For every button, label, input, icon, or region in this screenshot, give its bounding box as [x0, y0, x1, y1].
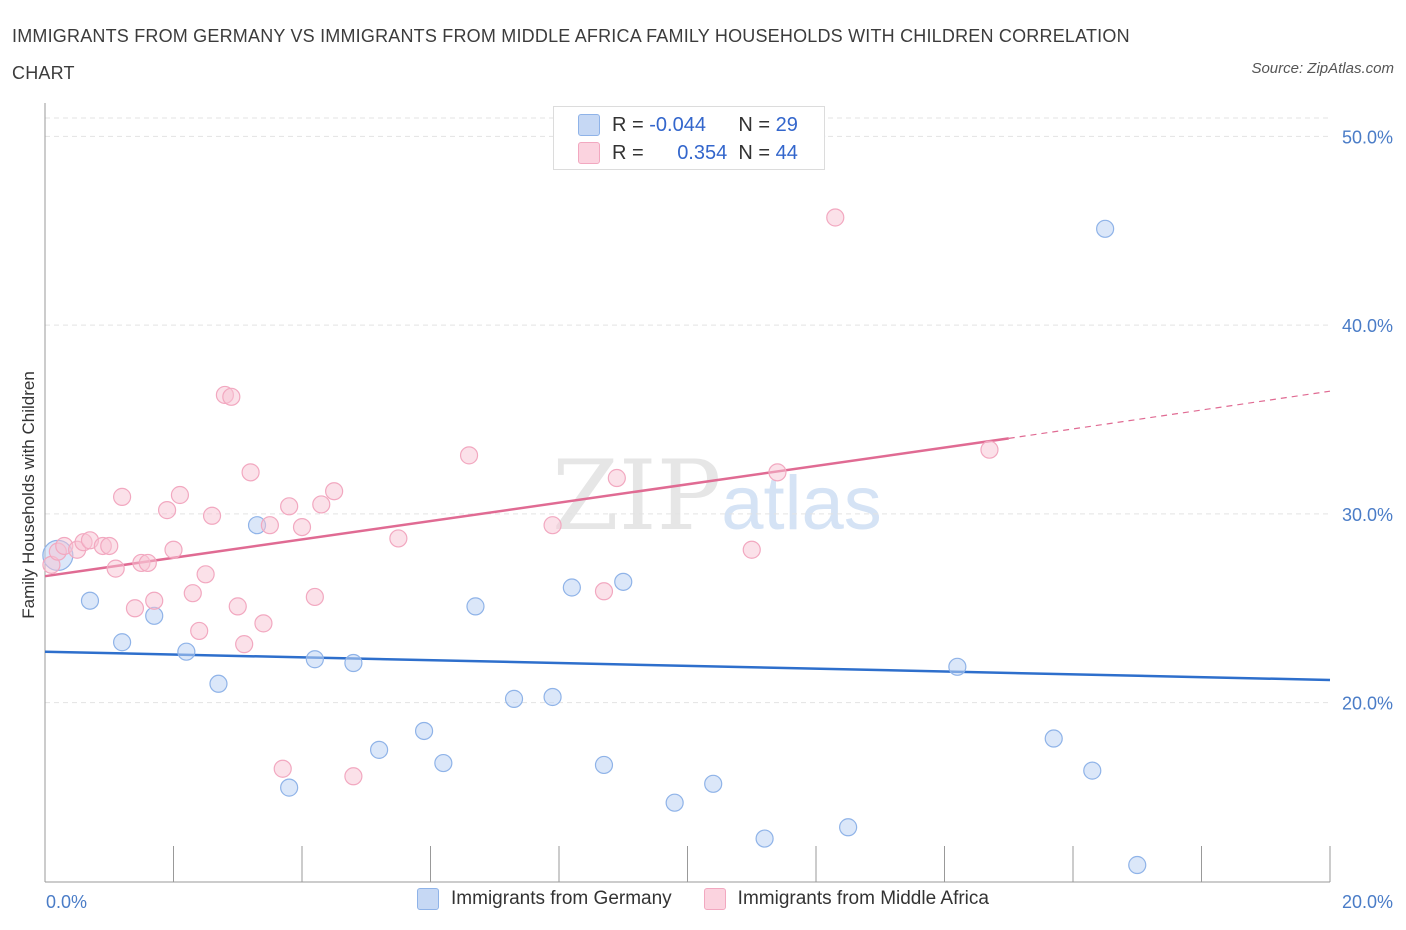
y-tick-label: 30.0%	[1342, 505, 1393, 525]
axes	[44, 103, 1331, 883]
point-middle-africa	[190, 621, 209, 641]
legend-label-middle-africa: Immigrants from Middle Africa	[737, 888, 989, 909]
point-middle-africa	[196, 565, 215, 584]
legend-n-value: 44	[775, 141, 798, 164]
point-germany	[1128, 855, 1147, 875]
legend-n-label: N =	[738, 113, 771, 136]
point-middle-africa	[106, 559, 125, 578]
point-middle-africa	[312, 495, 331, 514]
chart-title: IMMIGRANTS FROM GERMANY VS IMMIGRANTS FR…	[12, 26, 1130, 83]
point-middle-africa	[260, 516, 279, 535]
point-middle-africa	[183, 584, 202, 603]
point-germany	[414, 721, 434, 741]
point-germany	[755, 829, 774, 848]
legend-row-germany: R = -0.044 N = 29	[578, 113, 798, 137]
point-middle-africa	[389, 529, 408, 548]
point-middle-africa	[826, 208, 845, 227]
point-middle-africa	[607, 468, 626, 488]
point-germany	[177, 642, 196, 661]
legend-swatch-germany	[417, 888, 440, 910]
legend-r-value: -0.044	[649, 113, 706, 136]
tick-labels: 20.0% 30.0% 40.0% 50.0% 0.0% 20.0%	[46, 127, 1393, 912]
point-middle-africa	[235, 635, 254, 654]
point-middle-africa	[459, 446, 479, 465]
y-tick-label: 50.0%	[1342, 127, 1393, 147]
legend-n-value: 29	[775, 113, 798, 136]
point-germany	[543, 687, 562, 707]
trend-lines	[44, 390, 1331, 682]
point-middle-africa	[112, 487, 132, 506]
data-points	[42, 127, 1147, 875]
point-germany	[466, 597, 485, 616]
point-germany	[1083, 761, 1102, 780]
legend-item-middle-africa: Immigrants from Middle Africa	[703, 888, 989, 910]
legend-item-germany: Immigrants from Germany	[417, 888, 672, 910]
point-middle-africa	[273, 759, 292, 778]
point-middle-africa	[202, 506, 222, 525]
point-germany	[80, 591, 100, 610]
point-germany	[948, 657, 967, 676]
legend-r-value: 0.354	[677, 141, 728, 164]
series-legend: Immigrants from Germany Immigrants from …	[0, 888, 1406, 910]
point-middle-africa	[980, 440, 999, 459]
point-middle-africa	[138, 553, 157, 573]
y-tick-label: 40.0%	[1342, 316, 1393, 336]
point-middle-africa	[157, 501, 177, 520]
point-middle-africa	[594, 582, 614, 601]
legend-swatch-middle-africa	[703, 888, 726, 910]
point-germany	[614, 572, 633, 591]
point-middle-africa	[292, 517, 312, 537]
x-tick-label: 0.0%	[46, 892, 87, 912]
stats-legend: R = -0.044 N = 29 R = 0.354 N = 44	[553, 106, 825, 170]
point-germany	[209, 674, 228, 693]
point-middle-africa	[325, 482, 344, 501]
x-tick-label: 20.0%	[1342, 892, 1393, 912]
trend-line-0	[44, 650, 1331, 682]
point-middle-africa	[543, 516, 562, 535]
legend-r-label: R =	[612, 113, 644, 136]
watermark: ZIPatlas	[552, 440, 882, 552]
watermark-zip: ZIP	[552, 440, 722, 552]
point-germany	[145, 606, 164, 625]
point-germany	[344, 653, 363, 673]
point-germany	[112, 633, 132, 652]
point-germany	[434, 753, 453, 773]
point-germany	[562, 578, 581, 597]
point-middle-africa	[768, 463, 787, 482]
point-germany	[305, 650, 324, 669]
trend-line-dashed-1	[1008, 390, 1331, 439]
point-germany	[504, 689, 524, 708]
point-middle-africa	[222, 387, 241, 406]
point-germany	[704, 774, 723, 793]
point-germany	[839, 818, 858, 837]
point-middle-africa	[145, 591, 164, 610]
point-germany	[370, 740, 389, 759]
point-middle-africa	[170, 485, 190, 505]
point-middle-africa	[125, 599, 145, 618]
legend-label-germany: Immigrants from Germany	[451, 888, 672, 909]
point-middle-africa	[254, 614, 273, 633]
point-germany	[280, 778, 299, 797]
legend-r-label: R =	[612, 141, 644, 164]
point-middle-africa	[280, 497, 299, 516]
legend-swatch-germany	[578, 114, 600, 136]
legend-swatch-middle-africa	[578, 142, 600, 164]
y-tick-label: 20.0%	[1342, 694, 1393, 714]
point-middle-africa	[228, 597, 247, 616]
point-middle-africa	[742, 540, 761, 559]
point-germany	[1096, 219, 1115, 238]
legend-n-label: N =	[738, 141, 771, 164]
chart-source: Source: ZipAtlas.com	[1251, 60, 1394, 77]
point-middle-africa	[164, 540, 183, 559]
point-germany	[594, 755, 614, 775]
point-middle-africa	[241, 463, 260, 482]
y-axis-label: Family Households with Children	[19, 371, 38, 619]
point-middle-africa	[305, 587, 324, 607]
point-middle-africa	[100, 536, 119, 556]
trend-line-1	[44, 437, 1009, 578]
point-middle-africa	[344, 767, 363, 786]
legend-row-middle-africa: R = 0.354 N = 44	[578, 141, 798, 165]
point-germany	[665, 793, 684, 812]
point-germany	[1044, 729, 1063, 748]
